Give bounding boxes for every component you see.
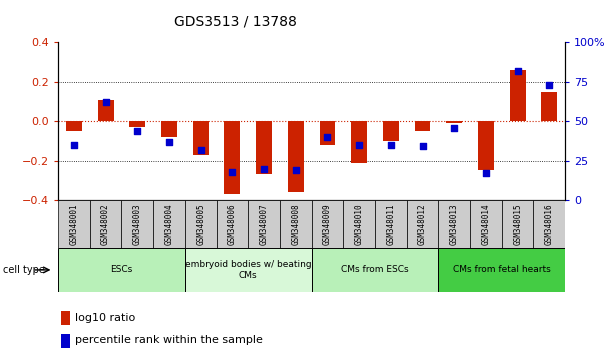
Text: CMs from fetal hearts: CMs from fetal hearts [453, 266, 551, 274]
Text: GSM348013: GSM348013 [450, 203, 459, 245]
Point [513, 68, 522, 74]
Bar [90, 200, 122, 248]
Text: GSM348007: GSM348007 [260, 203, 269, 245]
Bar [66, 121, 82, 131]
Bar [343, 200, 375, 248]
Text: GSM348010: GSM348010 [354, 203, 364, 245]
Point [323, 134, 332, 140]
Bar [288, 121, 304, 192]
Text: CMs from ESCs: CMs from ESCs [341, 266, 409, 274]
Point [449, 125, 459, 130]
Bar [415, 121, 431, 131]
Bar [185, 200, 216, 248]
Text: GSM348006: GSM348006 [228, 203, 237, 245]
Bar [58, 200, 90, 248]
Bar [439, 248, 565, 292]
Point [164, 139, 174, 144]
Text: GSM348012: GSM348012 [418, 203, 427, 245]
Text: log10 ratio: log10 ratio [75, 313, 135, 323]
Bar [280, 200, 312, 248]
Bar [533, 200, 565, 248]
Bar [185, 248, 312, 292]
Bar [248, 200, 280, 248]
Text: GSM348016: GSM348016 [545, 203, 554, 245]
Bar [407, 200, 439, 248]
Bar [224, 121, 240, 194]
Bar [312, 200, 343, 248]
Bar [541, 92, 557, 121]
Text: embryoid bodies w/ beating
CMs: embryoid bodies w/ beating CMs [185, 260, 312, 280]
Bar [351, 121, 367, 162]
Text: cell type: cell type [3, 265, 45, 275]
Text: GSM348002: GSM348002 [101, 203, 110, 245]
Bar [478, 121, 494, 171]
Point [101, 99, 111, 105]
Point [291, 167, 301, 173]
Bar [153, 200, 185, 248]
Bar [320, 121, 335, 145]
Bar [439, 200, 470, 248]
Bar [216, 200, 248, 248]
Text: GSM348015: GSM348015 [513, 203, 522, 245]
Bar [375, 200, 407, 248]
Text: GSM348003: GSM348003 [133, 203, 142, 245]
Bar [58, 248, 185, 292]
Point [259, 166, 269, 171]
Bar [161, 121, 177, 137]
Bar [192, 121, 208, 155]
Text: GSM348005: GSM348005 [196, 203, 205, 245]
Text: GSM348014: GSM348014 [481, 203, 491, 245]
Bar [130, 121, 145, 127]
Point [481, 170, 491, 176]
Bar [122, 200, 153, 248]
Text: GSM348011: GSM348011 [386, 203, 395, 245]
Text: GSM348008: GSM348008 [291, 203, 300, 245]
Bar [510, 70, 525, 121]
Bar [383, 121, 399, 141]
Point [354, 142, 364, 148]
Text: GSM348004: GSM348004 [164, 203, 174, 245]
Point [386, 142, 396, 148]
Point [418, 144, 428, 149]
Bar [470, 200, 502, 248]
Text: GSM348009: GSM348009 [323, 203, 332, 245]
Bar [502, 200, 533, 248]
Point [544, 82, 554, 88]
Point [227, 169, 237, 175]
Bar [61, 312, 70, 325]
Bar [312, 248, 439, 292]
Point [196, 147, 205, 153]
Point [69, 142, 79, 148]
Bar [446, 121, 462, 123]
Bar [61, 334, 70, 348]
Bar [256, 121, 272, 175]
Text: GSM348001: GSM348001 [70, 203, 78, 245]
Text: percentile rank within the sample: percentile rank within the sample [75, 335, 263, 346]
Point [133, 128, 142, 133]
Text: GDS3513 / 13788: GDS3513 / 13788 [174, 14, 297, 28]
Bar [98, 99, 114, 121]
Text: ESCs: ESCs [111, 266, 133, 274]
